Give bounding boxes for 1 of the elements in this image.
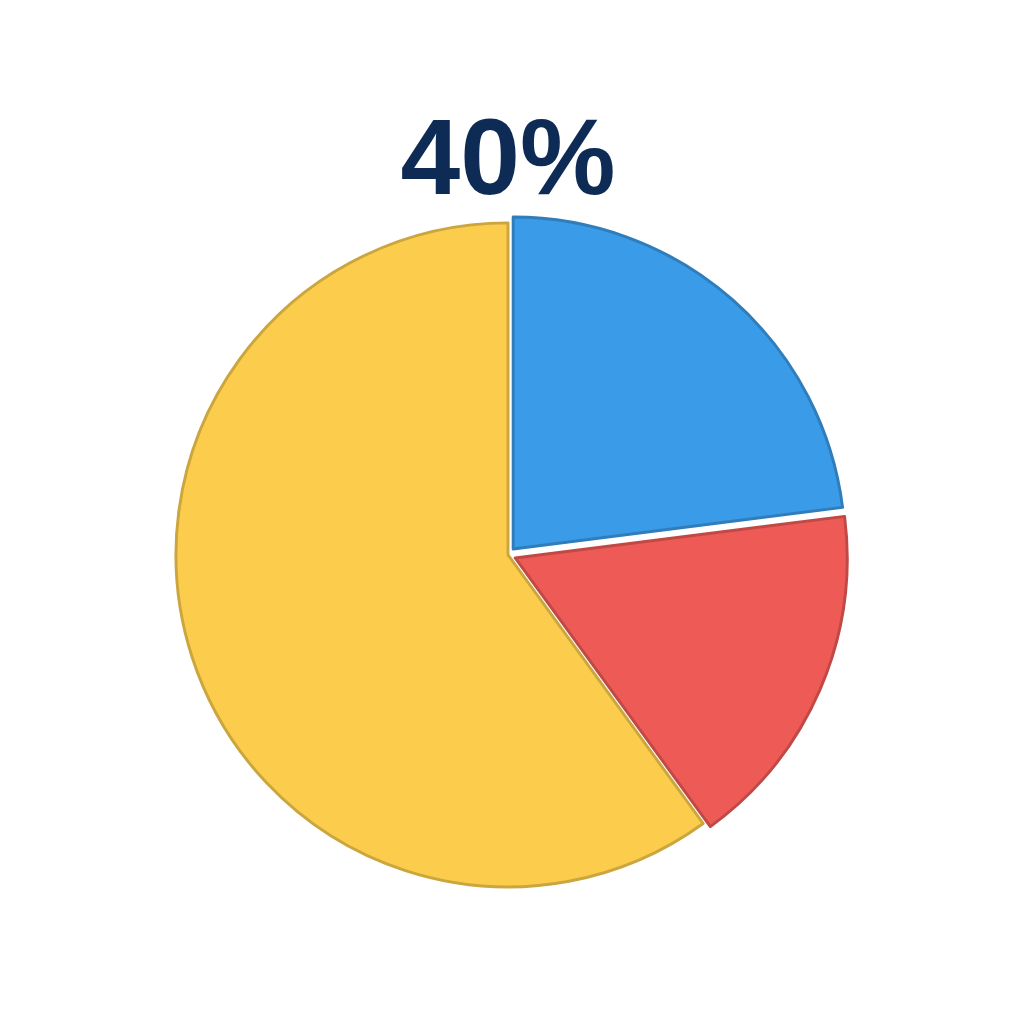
chart-title: 40%: [400, 96, 616, 217]
